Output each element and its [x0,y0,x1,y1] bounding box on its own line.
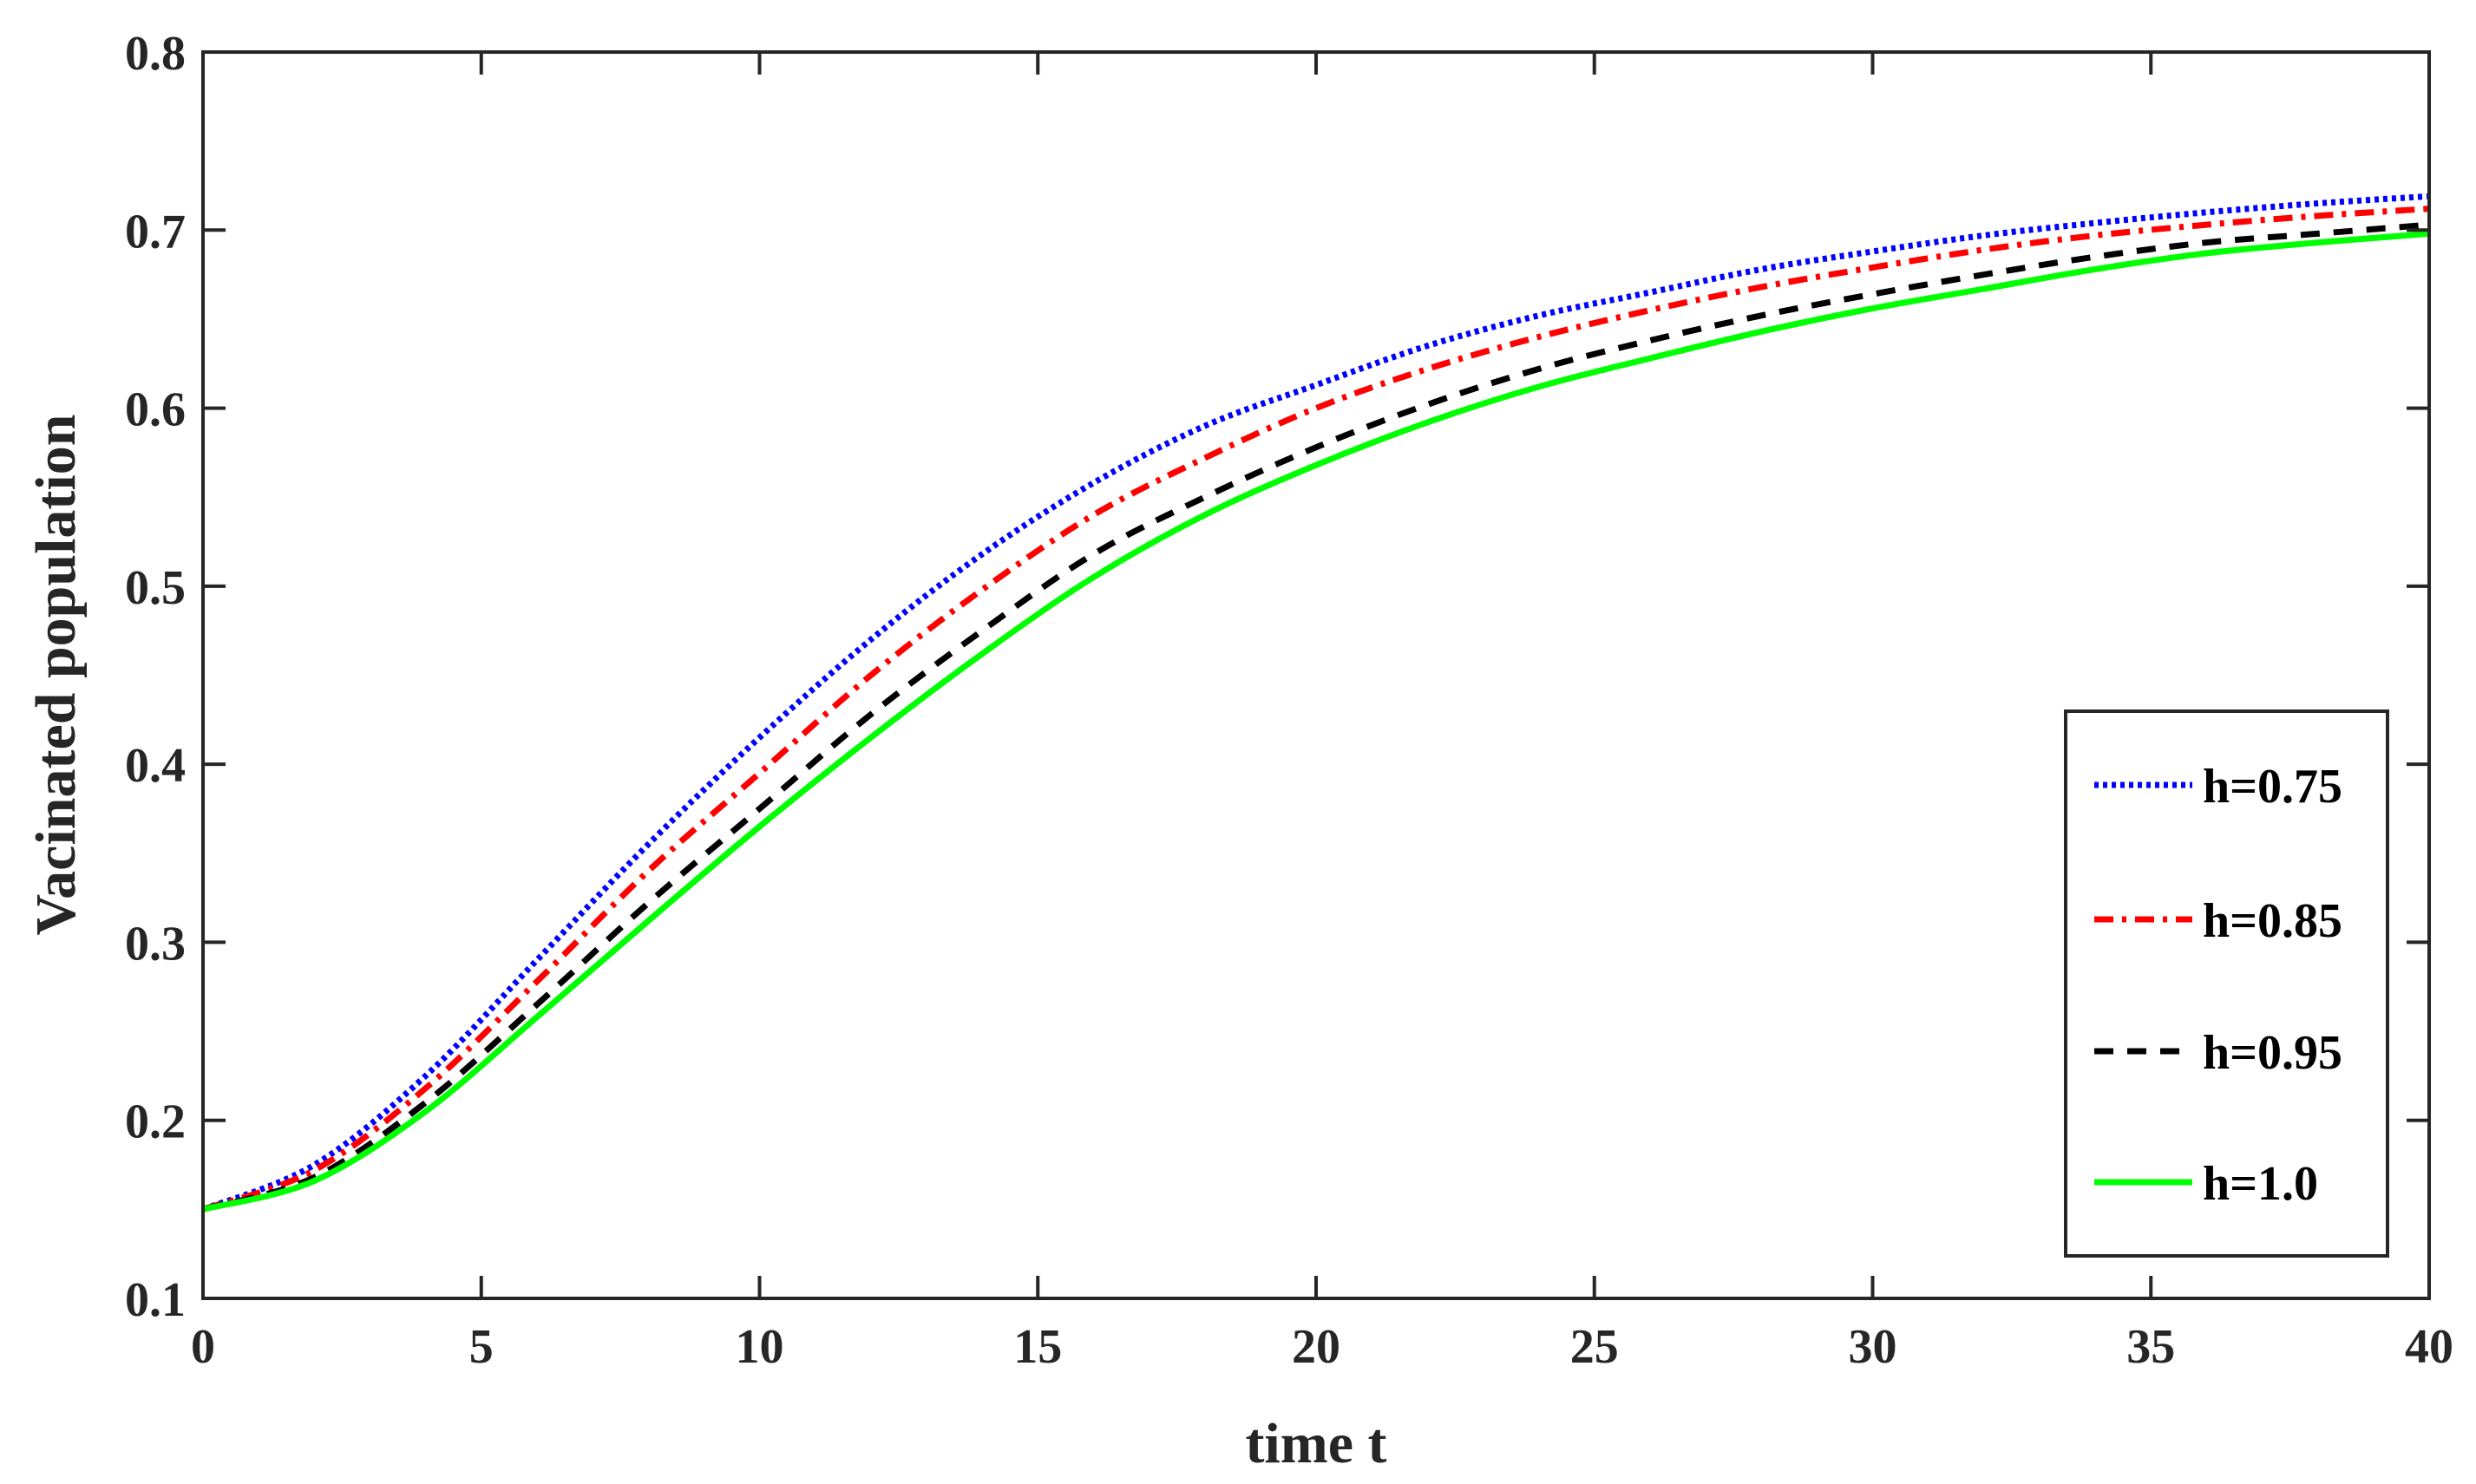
legend-label-2: h=0.85 [2203,894,2342,948]
legend: h=0.75 h=0.85 h=0.95 h=1.0 [2064,709,2389,1258]
legend-box [2064,709,2389,1258]
y-tick-label: 0.5 [125,561,186,615]
series-line-1 [201,193,2430,1213]
x-tick-label: 0 [191,1320,215,1374]
y-tick-label: 0.3 [125,917,186,971]
x-tick-label: 15 [1013,1320,1062,1374]
x-tick-label: 25 [1570,1320,1619,1374]
y-axis-label: Vacinated population [24,415,88,936]
x-tick-label: 20 [1292,1320,1340,1374]
y-tick-label: 0.1 [125,1273,186,1327]
series-line-2 [201,206,2430,1213]
legend-label-4: h=1.0 [2203,1157,2318,1211]
y-axis: 0.1 0.2 0.3 0.4 0.5 0.6 0.7 0.8 [125,27,2429,1327]
x-tick-label: 40 [2405,1320,2453,1374]
series-layer [201,193,2430,1213]
x-tick-label: 5 [469,1320,494,1374]
x-tick-label: 35 [2126,1320,2175,1374]
series-line-4 [202,230,2430,1213]
y-tick-label: 0.7 [125,205,186,258]
y-tick-label: 0.4 [125,739,186,793]
y-tick-label: 0.2 [125,1095,186,1149]
x-axis-label: time t [1245,1412,1386,1475]
x-axis: 0 5 10 15 20 25 30 35 40 [191,52,2453,1374]
y-tick-label: 0.8 [125,27,186,81]
series-line-3 [202,221,2430,1213]
legend-label-1: h=0.75 [2203,760,2342,814]
x-tick-label: 30 [1849,1320,1897,1374]
legend-label-3: h=0.95 [2203,1026,2342,1080]
x-tick-label: 10 [736,1320,784,1374]
y-tick-label: 0.6 [125,383,186,437]
